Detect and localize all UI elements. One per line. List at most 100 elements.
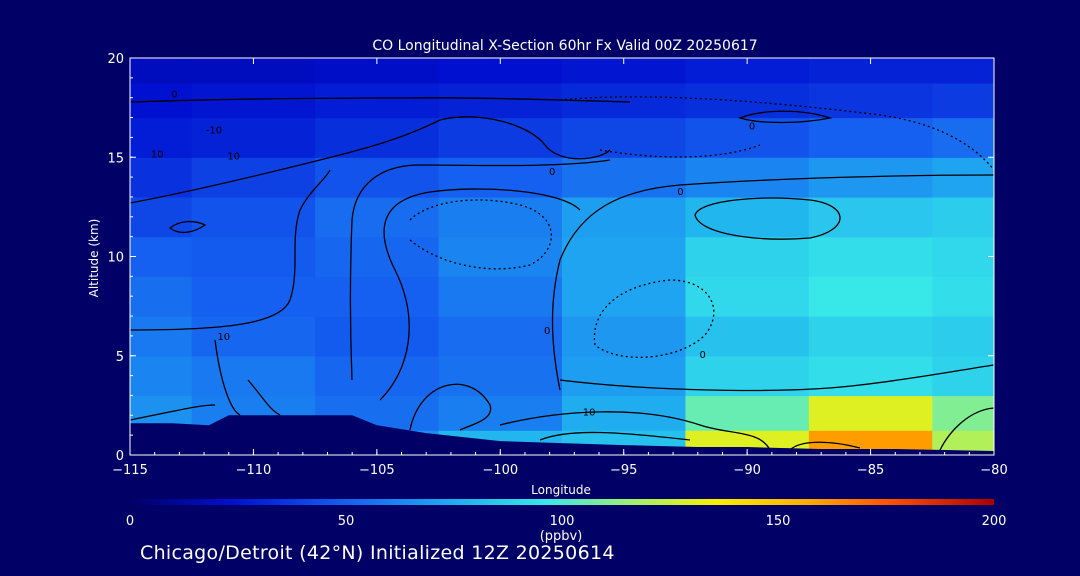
heatmap-cell (808, 276, 933, 317)
heatmap-cell (808, 196, 933, 238)
heatmap-cell (685, 276, 810, 317)
heatmap-cell (685, 82, 810, 119)
heatmap-cell (932, 117, 994, 158)
heatmap-cell (932, 276, 994, 317)
heatmap-cell (438, 276, 563, 317)
heatmap-cell (685, 117, 810, 158)
x-tick-label: −110 (236, 463, 272, 478)
contour-label: -10 (206, 125, 222, 136)
contour-dashed (559, 96, 994, 171)
heatmap-cell (191, 316, 316, 357)
heatmap-cell (685, 157, 810, 198)
heatmap-cell (130, 117, 193, 158)
heatmap-cell (438, 157, 563, 198)
contour-label: 10 (217, 332, 230, 343)
heatmap-cell (130, 157, 193, 198)
x-tick-label: −80 (980, 463, 1007, 478)
heatmap-cell (191, 355, 316, 397)
heatmap-cell (562, 196, 687, 238)
contour-label: 0 (171, 90, 177, 101)
contour-label: 0 (749, 121, 755, 132)
heatmap-cell (932, 82, 994, 119)
heatmap-cell (562, 117, 687, 158)
colorbar-tick-label: 100 (550, 514, 575, 529)
heatmap-cell (685, 395, 810, 431)
x-tick-label: −95 (610, 463, 637, 478)
x-tick-label: −105 (359, 463, 395, 478)
contour-line (409, 383, 492, 431)
y-axis-label: Altitude (km) (87, 219, 101, 298)
contour-label: 10 (583, 407, 596, 418)
colorbar (130, 499, 994, 505)
contour-line (130, 116, 611, 204)
contour-line (551, 174, 994, 391)
heatmap-cell (932, 316, 994, 357)
heatmap-cell (562, 236, 687, 277)
footer-caption: Chicago/Detroit (42°N) Initialized 12Z 2… (140, 542, 615, 564)
contour-dashed (599, 144, 761, 158)
heatmap-cell (315, 82, 440, 119)
contour-line (130, 169, 331, 331)
contour-line (499, 411, 771, 451)
heatmap-cell (130, 58, 193, 84)
contour-line (789, 441, 861, 451)
contour-label: 10 (227, 151, 240, 162)
heatmap-cell (438, 117, 563, 158)
heatmap-cell (130, 196, 193, 238)
contour-line (694, 197, 841, 240)
heatmap-cell (315, 276, 440, 317)
contour-labels: 0 -10 10 10 0 0 0 0 0 10 0 0 10 (151, 90, 1004, 419)
y-tick-label: 15 (107, 151, 124, 166)
plot-area: 0 -10 10 10 0 0 0 0 0 10 0 0 10 (130, 58, 1004, 455)
heatmap-cell (932, 196, 994, 238)
contour-line (168, 220, 207, 234)
x-axis-label: Longitude (531, 483, 591, 497)
heatmap-cell (932, 157, 994, 198)
contour-line (214, 339, 241, 416)
heatmap-cell (191, 82, 316, 119)
contour-lines (130, 96, 994, 451)
contour-line (539, 431, 691, 441)
y-tick-label: 20 (107, 52, 124, 67)
contour-line (379, 188, 581, 401)
heatmap-cell (130, 236, 193, 277)
heatmap-cell (191, 157, 316, 198)
heatmap-cell (438, 82, 563, 119)
heatmap-cell (315, 157, 440, 198)
colorbar-tick-label: 0 (126, 514, 134, 529)
heatmap-cell (191, 196, 316, 238)
chart-title: CO Longitudinal X-Section 60hr Fx Valid … (372, 38, 757, 54)
heatmap-cell (562, 157, 687, 198)
heatmap-cell (932, 355, 994, 397)
heatmap-cell (130, 316, 193, 357)
heatmap-cell (438, 316, 563, 357)
heatmap-cell (685, 316, 810, 357)
contour-label: 0 (998, 366, 1004, 377)
contour-line (349, 159, 611, 381)
contour-line (939, 407, 994, 451)
contour-label: 0 (998, 199, 1004, 210)
heatmap-cell (932, 395, 994, 431)
heatmap-cell (808, 236, 933, 277)
heatmap-cell (438, 236, 563, 277)
contour-label: 0 (549, 167, 555, 178)
heatmap-cell (315, 117, 440, 158)
contour-label: 0 (700, 350, 706, 361)
heatmap-cell (315, 196, 440, 238)
heatmap-cell (191, 276, 316, 317)
heatmap-cell (808, 395, 933, 431)
heatmap-cell (562, 316, 687, 357)
contour-label: 0 (677, 187, 683, 198)
colorbar-tick-label: 200 (982, 514, 1007, 529)
heatmap-cell (932, 236, 994, 277)
y-tick-label: 0 (116, 449, 124, 464)
x-tick-label: −115 (112, 463, 148, 478)
contour-line (130, 97, 631, 103)
heatmap-cell (315, 316, 440, 357)
contour-line (130, 404, 216, 421)
heatmap-cell (438, 355, 563, 397)
x-tick-label: −90 (733, 463, 760, 478)
heatmap-cell (808, 117, 933, 158)
y-tick-label: 10 (107, 251, 124, 266)
